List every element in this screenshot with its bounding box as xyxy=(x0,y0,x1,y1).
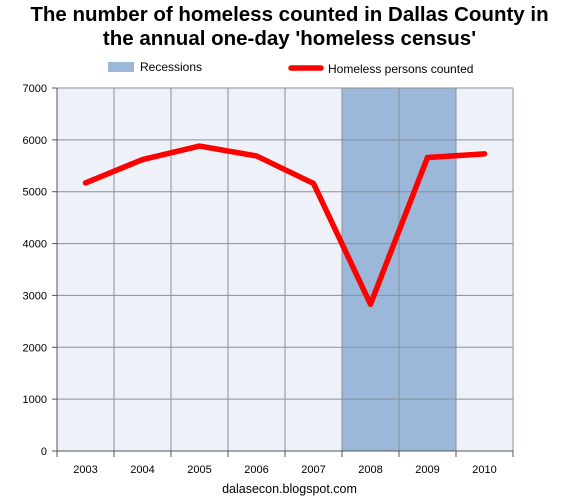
data-point-2008 xyxy=(368,301,373,307)
data-point-2009 xyxy=(425,154,430,160)
x-tick-label-2006: 2006 xyxy=(244,464,268,476)
y-tick-label-5000: 5000 xyxy=(23,187,47,199)
series-lines xyxy=(82,143,488,307)
data-point-2007 xyxy=(311,180,316,186)
legend-swatch-recessions xyxy=(108,62,134,72)
y-tick-label-7000: 7000 xyxy=(23,83,47,95)
legend-label-homeless: Homeless persons counted xyxy=(328,62,473,76)
data-point-2006 xyxy=(254,153,259,159)
data-point-2003 xyxy=(83,180,88,186)
x-tick-label-2007: 2007 xyxy=(301,464,325,476)
x-tick-label-2005: 2005 xyxy=(187,464,211,476)
chart-title: The number of homeless counted in Dallas… xyxy=(0,3,579,51)
series-line-homeless xyxy=(82,143,488,307)
chart-title-line-2: the annual one-day 'homeless census' xyxy=(102,27,477,50)
x-tick-labels: 2003 2004 2005 2006 2007 2008 2009 2010 xyxy=(73,464,496,476)
y-tick-label-3000: 3000 xyxy=(23,290,47,302)
axes xyxy=(52,87,514,457)
y-tick-label-1000: 1000 xyxy=(23,394,47,406)
legend-label-recessions: Recessions xyxy=(140,60,202,74)
y-tick-label-6000: 6000 xyxy=(23,135,47,147)
x-tick-label-2003: 2003 xyxy=(73,464,97,476)
chart-title-line-1: The number of homeless counted in Dallas… xyxy=(30,3,549,26)
source-credit: dalasecon.blogspot.com xyxy=(222,482,357,496)
y-tick-label-0: 0 xyxy=(41,446,47,458)
data-point-2004 xyxy=(140,157,145,163)
data-point-2005 xyxy=(197,143,202,149)
data-point-2010 xyxy=(482,151,487,157)
x-tick-label-2010: 2010 xyxy=(472,464,496,476)
y-tick-labels: 0 1000 2000 3000 4000 5000 6000 7000 xyxy=(23,83,47,458)
y-tick-label-2000: 2000 xyxy=(23,342,47,354)
x-tick-label-2008: 2008 xyxy=(358,464,382,476)
y-tick-label-4000: 4000 xyxy=(23,239,47,251)
chart-legend: Recessions Homeless persons counted xyxy=(108,60,473,76)
x-tick-label-2004: 2004 xyxy=(130,464,154,476)
x-tick-label-2009: 2009 xyxy=(415,464,439,476)
